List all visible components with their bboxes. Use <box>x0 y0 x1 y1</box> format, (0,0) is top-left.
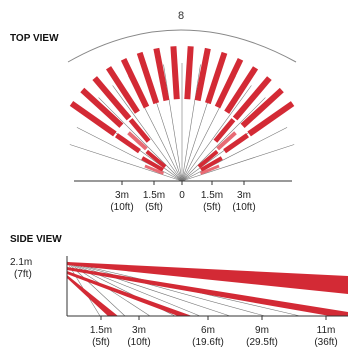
near-range-beam <box>141 156 164 172</box>
long-range-beam <box>136 51 160 105</box>
mount-height-unit: (7ft) <box>14 269 32 280</box>
side-view-tick-value: 3m <box>132 325 146 336</box>
top-view-tick-unit: (5ft) <box>145 202 163 213</box>
side-view-tick-unit: (10ft) <box>127 337 150 348</box>
long-range-beam <box>69 101 117 137</box>
side-view-title: SIDE VIEW <box>10 234 62 245</box>
top-view-tick-value: 3m <box>237 190 251 201</box>
long-range-beam <box>120 58 150 109</box>
top-view-tick-value: 3m <box>115 190 129 201</box>
side-view-tick-unit: (29.5ft) <box>246 337 278 348</box>
top-view-coverage-arc <box>67 29 297 63</box>
side-mid-range-beam <box>67 267 348 316</box>
long-range-beam <box>153 47 170 102</box>
top-view-rays <box>69 63 295 182</box>
top-view-beams <box>69 46 295 175</box>
top-view-ray <box>181 144 295 182</box>
top-view-ray <box>163 64 183 182</box>
top-view-tick-unit: (5ft) <box>203 202 221 213</box>
mid-range-beam <box>223 133 249 154</box>
side-view-tick-unit: (36ft) <box>314 337 337 348</box>
top-view-ray <box>181 97 266 182</box>
top-view-ray <box>69 144 183 182</box>
mid-range-beam <box>213 118 236 143</box>
near-range-beam <box>200 164 220 175</box>
side-view-ray <box>66 261 266 317</box>
near-range-beam <box>200 156 223 172</box>
mid-range-beam <box>115 133 141 154</box>
long-range-beam <box>232 76 272 121</box>
mid-range-beam <box>216 131 237 151</box>
long-range-beam <box>214 58 244 109</box>
mid-range-beam <box>127 131 148 151</box>
side-near-range-beam <box>67 271 192 316</box>
long-range-beam <box>205 51 228 105</box>
long-range-beam <box>184 46 194 100</box>
long-range-beam <box>106 66 140 114</box>
long-range-beam <box>240 87 284 128</box>
long-range-beam <box>247 101 295 137</box>
top-view-ray <box>181 85 252 182</box>
near-range-beam <box>144 164 164 175</box>
near-range-beam <box>145 149 167 169</box>
long-range-beam <box>92 76 132 121</box>
top-view-ray <box>181 64 201 182</box>
side-view-tick-unit: (5ft) <box>92 337 110 348</box>
mid-range-beam <box>128 118 151 143</box>
long-range-beam <box>224 66 259 114</box>
mount-height-value: 2.1m <box>10 257 32 268</box>
side-view-tick-value: 1.5m <box>90 325 112 336</box>
long-range-beam <box>80 87 124 128</box>
side-long-range-beam <box>67 262 348 294</box>
side-view-tick-value: 9m <box>255 325 269 336</box>
top-view-tick-unit: (10ft) <box>110 202 133 213</box>
side-view-ray <box>66 261 231 317</box>
side-view-beams <box>67 262 348 316</box>
top-view-title: TOP VIEW <box>10 33 59 44</box>
top-view-ray <box>98 97 183 182</box>
top-view-arc-label: 8 <box>178 10 184 22</box>
top-view-ray <box>112 85 183 182</box>
near-range-beam <box>197 149 219 169</box>
top-view-ray <box>181 127 288 182</box>
long-range-beam <box>194 47 211 102</box>
long-range-beam <box>170 46 180 100</box>
side-view-ticks: 1.5m(5ft) 3m(10ft) 6m(19.6ft) 9m(29.5ft) 11m… <box>90 316 338 348</box>
top-view-tick-value: 0 <box>179 190 185 201</box>
side-view-tick-value: 11m <box>317 325 336 336</box>
side-view-tick-value: 6m <box>201 325 215 336</box>
side-close-range-beam <box>67 275 118 316</box>
top-view-tick-value: 1.5m <box>143 190 165 201</box>
side-view-tick-unit: (19.6ft) <box>192 337 224 348</box>
top-view-ticks: 3m(10ft)1.5m(5ft)0 1.5m(5ft)3m(10ft) <box>110 181 256 213</box>
top-view-tick-value: 1.5m <box>201 190 223 201</box>
top-view-tick-unit: (10ft) <box>232 202 255 213</box>
top-view-ray <box>76 127 183 182</box>
